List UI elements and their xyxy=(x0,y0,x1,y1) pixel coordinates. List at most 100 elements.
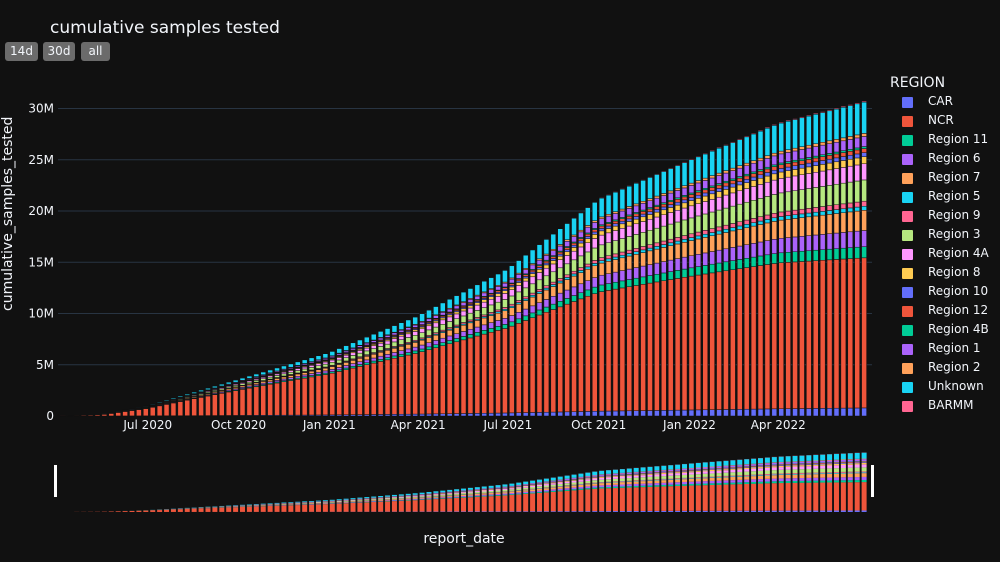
bar-segment xyxy=(598,262,605,276)
slider-bar-segment xyxy=(675,471,681,473)
bar-segment xyxy=(433,344,439,348)
slider-bar-segment xyxy=(246,506,252,512)
legend-item[interactable]: Region 5 xyxy=(902,188,997,207)
bar-segment xyxy=(585,207,591,226)
bar-segment xyxy=(419,332,425,339)
bar-segment xyxy=(764,240,771,256)
bar-segment xyxy=(737,167,743,177)
slider-bar-segment xyxy=(695,481,701,484)
slider-bar-segment xyxy=(771,510,777,512)
slider-bar-segment xyxy=(454,496,460,498)
bar-segment xyxy=(661,214,667,227)
legend-item[interactable]: Region 2 xyxy=(902,359,997,378)
legend-item[interactable]: Region 4A xyxy=(902,245,997,264)
legend-swatch xyxy=(902,325,913,336)
slider-bar-segment xyxy=(592,477,598,479)
slider-bar-segment xyxy=(592,483,598,486)
slider-bar-segment xyxy=(543,491,549,493)
bar-segment xyxy=(737,181,743,186)
bar-segment xyxy=(757,255,764,266)
legend-item[interactable]: CAR xyxy=(902,93,997,112)
slider-bar-segment xyxy=(675,464,681,469)
bar-segment xyxy=(806,188,812,209)
bar-segment xyxy=(681,242,688,258)
bar-segment xyxy=(357,364,363,367)
bar-segment xyxy=(474,326,481,333)
slider-bar-segment xyxy=(371,498,377,500)
bar-segment xyxy=(702,273,709,411)
slider-bar-segment xyxy=(640,475,646,478)
legend-item[interactable]: Region 7 xyxy=(902,169,997,188)
slider-bar-segment xyxy=(702,467,708,469)
bar-segment xyxy=(557,253,563,257)
legend-item[interactable]: NCR xyxy=(902,112,997,131)
bar-segment xyxy=(529,269,536,273)
bar-segment xyxy=(502,310,508,319)
bar-segment xyxy=(626,279,633,287)
slider-bar-segment xyxy=(226,507,232,512)
range-button-30d[interactable]: 30d xyxy=(43,42,75,61)
legend-item[interactable]: Region 11 xyxy=(902,131,997,150)
slider-bar-segment xyxy=(751,471,757,475)
bar-segment xyxy=(536,314,543,413)
bar-segment xyxy=(716,175,722,184)
legend-item[interactable]: Region 8 xyxy=(902,264,997,283)
bar-segment xyxy=(536,265,543,268)
slider-bar-segment xyxy=(592,511,598,512)
slider-bar-segment xyxy=(412,493,418,495)
bar-segment xyxy=(743,267,750,410)
legend-item[interactable]: Region 9 xyxy=(902,207,997,226)
bar-segment xyxy=(377,359,384,362)
slider-bar-segment xyxy=(516,486,522,488)
slider-bar-segment xyxy=(771,473,777,475)
bar-segment xyxy=(743,182,750,189)
bar-segment xyxy=(191,398,197,416)
bar-segment xyxy=(198,397,204,416)
bar-segment xyxy=(743,173,750,177)
legend-item[interactable]: Region 4B xyxy=(902,321,997,340)
legend-item[interactable]: Region 6 xyxy=(902,150,997,169)
legend-item[interactable]: Region 10 xyxy=(902,283,997,302)
range-button-14d[interactable]: 14d xyxy=(5,42,38,61)
slider-bar-segment xyxy=(619,469,625,473)
slider-bar-segment xyxy=(599,482,605,483)
bar-segment xyxy=(329,359,336,363)
legend-label: Region 4A xyxy=(928,246,989,260)
slider-bar-segment xyxy=(461,496,467,498)
bar-segment xyxy=(764,219,771,224)
slider-bar-segment xyxy=(543,489,549,492)
legend-item[interactable]: Region 1 xyxy=(902,340,997,359)
slider-bar-segment xyxy=(764,463,770,465)
slider-bar-segment xyxy=(329,503,335,512)
bar-segment xyxy=(619,287,626,412)
legend-item[interactable]: Region 12 xyxy=(902,302,997,321)
legend-item[interactable]: Region 3 xyxy=(902,226,997,245)
bar-segment xyxy=(591,234,598,239)
slider-bar-segment xyxy=(813,454,819,461)
bar-segment xyxy=(667,279,674,411)
bar-segment xyxy=(654,246,660,250)
slider-bar-segment xyxy=(654,483,660,486)
bar-segment xyxy=(467,334,474,339)
slider-bar-segment xyxy=(612,511,618,512)
slider-bar-segment xyxy=(619,478,625,482)
slider-bar-segment xyxy=(647,474,653,477)
slider-bar-segment xyxy=(619,481,625,482)
slider-bar-segment xyxy=(419,498,425,500)
legend-item[interactable]: BARMM xyxy=(902,397,997,416)
bar-segment xyxy=(605,255,612,260)
bar-segment xyxy=(647,214,653,220)
slider-bar-segment xyxy=(668,479,674,480)
slider-bar-segment xyxy=(861,462,867,463)
bar-segment xyxy=(543,411,550,417)
slider-bar-segment xyxy=(364,499,370,500)
slider-bar-segment xyxy=(682,479,688,482)
range-slider[interactable] xyxy=(54,452,874,512)
slider-bar-segment xyxy=(785,466,791,470)
range-button-all[interactable]: all xyxy=(81,42,110,61)
legend-item[interactable]: Unknown xyxy=(902,378,997,397)
slider-bar-segment xyxy=(488,488,494,489)
slider-bar-segment xyxy=(820,460,826,461)
bar-segment xyxy=(806,208,812,214)
slider-bar-segment xyxy=(709,461,715,467)
